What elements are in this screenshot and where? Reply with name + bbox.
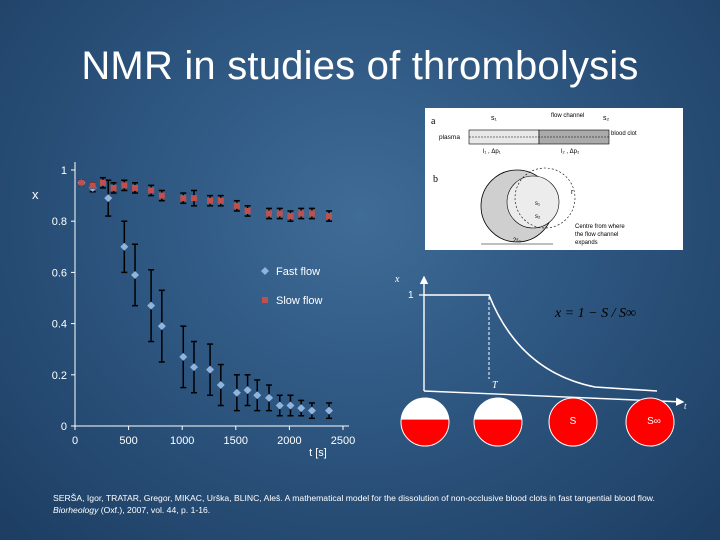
data-point-slow-flow — [308, 210, 315, 217]
schematic-T-label: T — [492, 380, 499, 391]
citation-text-before: SERŠA, Igor, TRATAR, Gregor, MIKAC, Uršk… — [53, 493, 655, 503]
panel-a-label: a — [431, 116, 436, 127]
data-point-fast-flow — [189, 363, 198, 372]
panel-b-2r: 2r₀ — [513, 238, 521, 244]
plasma-label: plasma — [439, 134, 460, 141]
data-point-fast-flow — [120, 242, 129, 251]
data-point-slow-flow — [180, 195, 187, 202]
y-tick-label: 0.6 — [52, 267, 67, 279]
x-tick-label: 0 — [72, 435, 78, 447]
citation-journal: Biorheology — [53, 505, 99, 515]
data-point-slow-flow — [244, 207, 251, 214]
data-point-fast-flow — [104, 194, 113, 203]
data-point-fast-flow — [232, 388, 241, 397]
data-point-slow-flow — [298, 210, 305, 217]
l2-label: l₂ , Δp₂ — [561, 149, 580, 155]
panel-b-s1: s₁ — [535, 201, 540, 207]
clot-circle — [625, 397, 675, 447]
y-tick-label: 0 — [61, 421, 67, 433]
flow-channel-fill — [401, 398, 449, 420]
citation-text-after: (Oxf.), 2007, vol. 44, p. 1-16. — [98, 505, 211, 515]
data-point-slow-flow — [276, 210, 283, 217]
flow-channel-fill — [474, 398, 522, 420]
flow-channel-diagram: a s₁ s₂ flow channel plasma blood clot l… — [425, 108, 683, 250]
y-tick-label: 0.4 — [52, 319, 67, 331]
l1-label: l₁ , Δp₁ — [483, 149, 501, 155]
data-point-slow-flow — [132, 184, 139, 191]
panel-b-r: r — [571, 189, 574, 196]
y-axis-label: x — [32, 187, 39, 202]
data-point-slow-flow — [158, 192, 165, 199]
legend-marker-slow-flow — [262, 297, 268, 303]
data-point-slow-flow — [207, 197, 214, 204]
schematic-x-label: t — [684, 401, 687, 411]
panel-b-label: b — [433, 174, 438, 185]
blood-clot-label: blood clot — [611, 131, 637, 137]
circle-label: S₀ — [493, 402, 504, 413]
data-point-fast-flow — [157, 322, 166, 331]
data-point-fast-flow — [325, 406, 334, 415]
schematic-curve — [424, 294, 658, 392]
centre-note-1: Centre from where — [575, 224, 625, 230]
data-point-slow-flow — [326, 213, 333, 220]
data-point-slow-flow — [148, 187, 155, 194]
x-tick-label: 2000 — [277, 435, 301, 447]
data-point-fast-flow — [243, 386, 252, 395]
centre-note-2: the flow channel — [575, 232, 618, 238]
data-point-slow-flow — [121, 182, 128, 189]
data-point-fast-flow — [297, 404, 306, 413]
x-tick-label: 500 — [119, 435, 137, 447]
schematic-equation: x = 1 − S / S∞ — [554, 306, 636, 321]
data-point-slow-flow — [233, 202, 240, 209]
circle-label: S₀ — [420, 402, 431, 413]
data-point-slow-flow — [99, 179, 106, 186]
panel-a-s1: s₁ — [491, 115, 498, 122]
data-point-fast-flow — [179, 352, 188, 361]
x-tick-label: 1500 — [224, 435, 248, 447]
x-axis-label: t [s] — [309, 447, 327, 459]
data-point-slow-flow — [110, 184, 117, 191]
data-point-fast-flow — [307, 406, 316, 415]
circle-label: S — [570, 416, 577, 427]
data-point-fast-flow — [286, 401, 295, 410]
flow-channel-circle — [506, 175, 560, 229]
panel-b-s2: s₂ — [535, 214, 541, 220]
diagram-svg: a s₁ s₂ flow channel plasma blood clot l… — [431, 113, 637, 246]
data-point-fast-flow — [216, 381, 225, 390]
clot-circle — [548, 397, 598, 447]
data-point-fast-flow — [265, 393, 274, 402]
legend-marker-fast-flow — [261, 267, 269, 275]
slide-title: NMR in studies of thrombolysis — [81, 44, 639, 88]
data-point-fast-flow — [206, 365, 215, 374]
data-point-slow-flow — [78, 179, 85, 186]
centre-note-3: expands — [575, 240, 598, 246]
data-point-slow-flow — [266, 210, 273, 217]
citation: SERŠA, Igor, TRATAR, Gregor, MIKAC, Uršk… — [53, 492, 693, 516]
y-tick-label: 0.2 — [52, 370, 67, 382]
data-point-slow-flow — [287, 213, 294, 220]
data-point-fast-flow — [253, 391, 262, 400]
y-tick-label: 1 — [61, 165, 67, 177]
data-point-fast-flow — [275, 401, 284, 410]
dissolution-schematic: x t 1 T x = 1 − S / S∞ S₀ S₀ S S∞ — [395, 274, 687, 447]
x-tick-label: 2500 — [331, 435, 355, 447]
data-point-fast-flow — [131, 270, 140, 279]
legend-label: Fast flow — [276, 266, 320, 278]
flow-channel-label: flow channel — [551, 113, 584, 119]
circle-label: S∞ — [647, 416, 661, 427]
data-point-slow-flow — [190, 195, 197, 202]
x-tick-label: 1000 — [170, 435, 194, 447]
data-point-slow-flow — [89, 182, 96, 189]
data-point-fast-flow — [147, 301, 156, 310]
expansion-circle — [514, 167, 576, 229]
legend-label: Slow flow — [276, 295, 323, 307]
y-tick-label: 0.8 — [52, 216, 67, 228]
panel-a-s2: s₂ — [603, 115, 610, 122]
schematic-y-tick-1: 1 — [408, 290, 414, 301]
schematic-y-label: x — [395, 274, 400, 285]
data-point-slow-flow — [217, 197, 224, 204]
